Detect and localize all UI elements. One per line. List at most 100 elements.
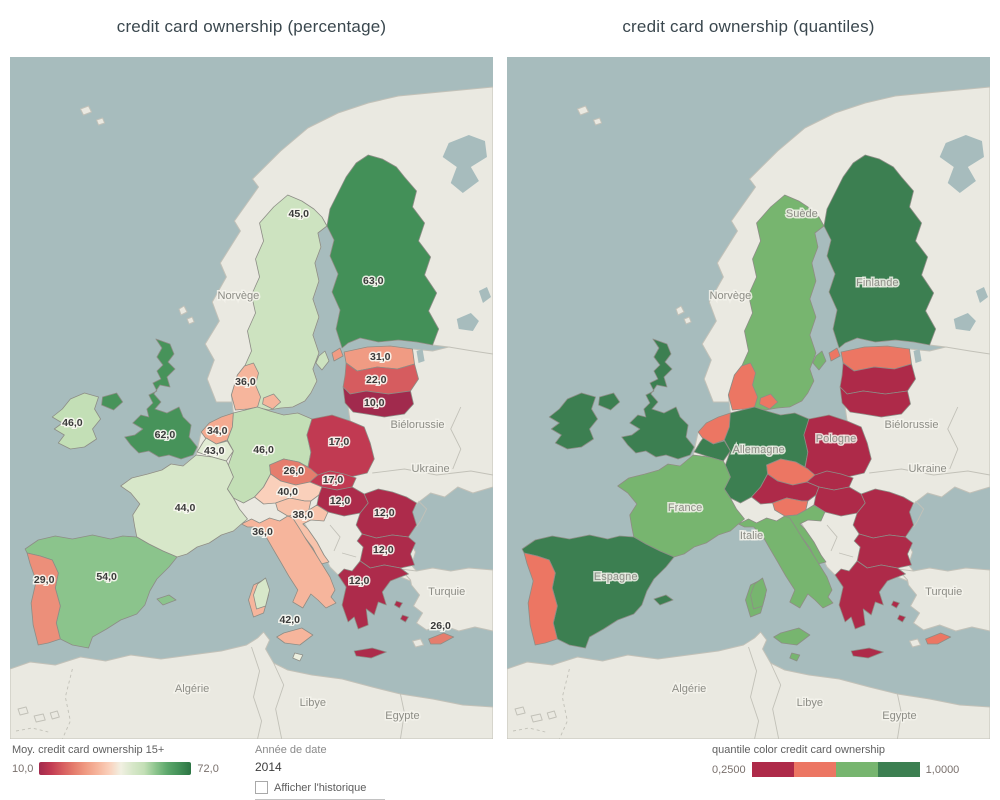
country-value-label-slovakia: 17,0 (323, 474, 344, 486)
map-title-quantiles: credit card ownership (quantiles) (622, 17, 875, 36)
map-place-label: Turquie (925, 586, 962, 598)
country-value-label-spain: 54,0 (96, 571, 117, 583)
country-lithuania[interactable] (839, 386, 911, 418)
basemap-border-line (748, 646, 760, 739)
country-france[interactable] (120, 454, 271, 610)
basemap-border-line (416, 500, 428, 528)
map-place-label: Italie (740, 530, 763, 542)
country-value-label-ireland: 46,0 (62, 417, 83, 429)
country-uk[interactable] (101, 338, 198, 460)
quantile-legend-min: 0,2500 (712, 763, 746, 776)
date-filter-value[interactable]: 2014 (255, 760, 282, 774)
map-panel-quantiles[interactable]: Suède Norvège Finlande Pologne Allemagne Biél… (507, 57, 990, 739)
percentage-legend-gradient (39, 762, 192, 775)
lake (456, 313, 479, 331)
map-place-label: Libye (300, 697, 326, 709)
country-cyprus[interactable] (428, 632, 455, 645)
country-ireland[interactable] (51, 392, 101, 450)
country-lithuania[interactable] (342, 386, 414, 418)
lake (442, 135, 487, 193)
country-malta[interactable] (789, 652, 801, 662)
basemap-border-line (372, 468, 493, 476)
country-value-label-lithuania: 10,0 (364, 397, 385, 409)
country-poland[interactable] (306, 414, 375, 479)
country-portugal[interactable] (523, 552, 558, 646)
basemap-border-line (399, 693, 405, 739)
quantile-legend-max: 1,0000 (925, 763, 960, 776)
basemap-turkey (399, 567, 493, 632)
quantile-legend: quantile color credit card ownership 0,2… (712, 744, 992, 777)
country-value-label-austria: 40,0 (277, 486, 298, 498)
map-place-label: Turquie (428, 586, 465, 598)
country-greece[interactable] (834, 560, 906, 659)
basemap-border-line (329, 524, 341, 552)
country-cyprus[interactable] (925, 632, 952, 645)
country-value-label-croatia: 38,0 (293, 509, 314, 521)
country-value-label-bulgaria: 12,0 (373, 544, 394, 556)
country-value-label-france: 44,0 (175, 502, 196, 514)
basemap-north-africa (10, 631, 493, 739)
basemap-border-line (913, 500, 925, 528)
country-value-label-malta: 42,0 (279, 614, 300, 626)
basemap-border-line (838, 552, 854, 558)
basemap-border-line (896, 693, 902, 739)
country-value-label-greece: 12,0 (349, 575, 370, 587)
basemap-border-line (61, 668, 73, 739)
country-bulgaria[interactable] (853, 533, 913, 569)
country-finland[interactable] (823, 154, 937, 349)
country-uk[interactable] (598, 338, 695, 460)
basemap-border-line (947, 406, 959, 470)
percentage-legend-title: Moy. credit card ownership 15+ (12, 744, 165, 756)
map-place-label: Finlande (856, 277, 898, 289)
map-panel-percentage[interactable]: Norvège Biélorussie Ukraine Turquie Algérie L… (10, 57, 493, 739)
country-ireland[interactable] (548, 392, 598, 450)
quantile-swatch-4 (877, 762, 920, 777)
basemap-north-africa (507, 631, 990, 739)
country-value-label-latvia: 22,0 (366, 374, 387, 386)
country-portugal[interactable] (26, 552, 61, 646)
country-poland[interactable] (803, 414, 872, 479)
lake (953, 313, 976, 331)
percentage-legend: Moy. credit card ownership 15+ 10,0 72,0 (12, 744, 247, 775)
basemap-small-islands (17, 105, 425, 723)
country-malta[interactable] (292, 652, 304, 662)
country-value-label-romania: 12,0 (374, 507, 395, 519)
basemap-border-line (770, 662, 782, 739)
map-place-label: France (668, 502, 702, 514)
country-france[interactable] (617, 454, 768, 610)
map-quantiles[interactable]: Suède Norvège Finlande Pologne Allemagne Biél… (507, 57, 990, 739)
country-finland[interactable] (326, 154, 440, 349)
map-place-label: Norvège (218, 290, 260, 302)
map-place-label: Biélorussie (884, 419, 938, 431)
history-checkbox-label[interactable]: Afficher l'historique (274, 781, 367, 794)
lake (416, 349, 425, 363)
map-place-label: Allemagne (732, 444, 784, 456)
country-value-label-poland: 17,0 (329, 436, 350, 448)
country-sweden[interactable] (243, 194, 330, 411)
country-value-label-portugal: 29,0 (34, 574, 55, 586)
lake (913, 349, 922, 363)
map-place-label: Suède (786, 208, 818, 220)
country-value-label-belgium: 43,0 (204, 445, 225, 457)
basemap-small-islands (514, 105, 922, 723)
date-filter: Année de date 2014 Afficher l'historique (255, 744, 405, 800)
map-place-label: Egypte (385, 710, 419, 722)
quantile-swatch-1 (751, 762, 794, 777)
lake (975, 287, 988, 303)
map-place-label: Espagne (594, 571, 638, 583)
map-place-label: Egypte (882, 710, 916, 722)
percentage-legend-max: 72,0 (197, 762, 219, 775)
date-filter-title: Année de date (255, 744, 327, 756)
map-place-label: Ukraine (909, 463, 947, 475)
map-percentage[interactable]: Norvège Biélorussie Ukraine Turquie Algérie L… (10, 57, 493, 739)
history-checkbox[interactable] (255, 781, 268, 794)
basemap-border-line (341, 552, 357, 558)
country-greece[interactable] (337, 560, 409, 659)
country-value-label-netherlands: 34,0 (207, 425, 228, 437)
map-place-label: Pologne (816, 433, 857, 445)
basemap-border-line (450, 406, 462, 470)
country-value-label-italy: 36,0 (252, 526, 273, 538)
country-value-label-denmark: 36,0 (235, 376, 256, 388)
quantile-legend-title: quantile color credit card ownership (712, 744, 886, 756)
country-bulgaria[interactable] (356, 533, 416, 569)
